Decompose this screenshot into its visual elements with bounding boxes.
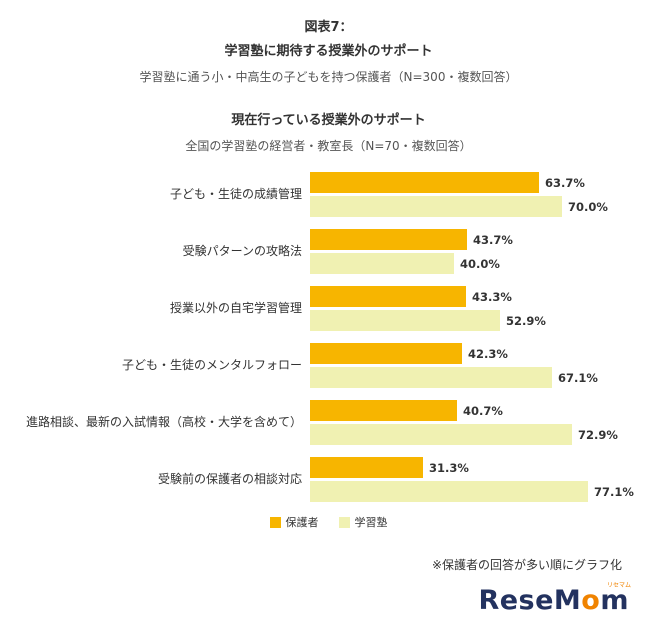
bar-line: 63.7% bbox=[310, 172, 657, 193]
bar-value-label: 77.1% bbox=[594, 484, 634, 499]
bar-line: 42.3% bbox=[310, 343, 657, 364]
bar-group: 43.3% 52.9% bbox=[310, 286, 657, 331]
chart-legend: 保護者 学習塾 bbox=[0, 514, 657, 530]
figure-subtitle: 学習塾に通う小・中高生の子どもを持つ保護者（N=300・複数回答） bbox=[139, 70, 518, 84]
bar-value-label: 63.7% bbox=[545, 175, 585, 190]
logo-text-resem: ReseM bbox=[478, 585, 582, 616]
chart-row: 進路相談、最新の入試情報（高校・大学を含めて） 40.7% 72.9% bbox=[0, 400, 657, 445]
bar-line: 31.3% bbox=[310, 457, 657, 478]
chart-row: 子ども・生徒の成績管理 63.7% 70.0% bbox=[0, 172, 657, 217]
legend-item: 保護者 bbox=[269, 514, 319, 530]
bar-value-label: 70.0% bbox=[568, 199, 608, 214]
category-label: 受験パターンの攻略法 bbox=[182, 244, 302, 258]
bar-value-label: 40.0% bbox=[460, 256, 500, 271]
bar-line: 70.0% bbox=[310, 196, 657, 217]
bar-line: 40.0% bbox=[310, 253, 657, 274]
bar-line: 72.9% bbox=[310, 424, 657, 445]
bar-series-1 bbox=[310, 229, 467, 250]
bar-series-1 bbox=[310, 172, 539, 193]
bar-group: 43.7% 40.0% bbox=[310, 229, 657, 274]
bar-value-label: 43.3% bbox=[472, 289, 512, 304]
legend-label: 学習塾 bbox=[354, 516, 388, 529]
bar-series-2 bbox=[310, 367, 552, 388]
legend-label: 保護者 bbox=[285, 516, 319, 529]
bar-value-label: 42.3% bbox=[468, 346, 508, 361]
chart-row: 受験前の保護者の相談対応 31.3% 77.1% bbox=[0, 457, 657, 502]
category-label: 子ども・生徒の成績管理 bbox=[169, 187, 302, 201]
legend-swatch-icon bbox=[338, 516, 350, 528]
bar-series-2 bbox=[310, 196, 562, 217]
chart-row: 受験パターンの攻略法 43.7% 40.0% bbox=[0, 229, 657, 274]
logo-ruby-text: リセマム bbox=[606, 582, 631, 589]
bar-value-label: 43.7% bbox=[473, 232, 513, 247]
bar-value-label: 52.9% bbox=[506, 313, 546, 328]
bar-group: 31.3% 77.1% bbox=[310, 457, 657, 502]
bar-series-1 bbox=[310, 286, 466, 307]
section-title: 現在行っている授業外のサポート bbox=[231, 113, 426, 128]
bar-series-1 bbox=[310, 457, 423, 478]
bar-value-label: 72.9% bbox=[578, 427, 618, 442]
bar-line: 52.9% bbox=[310, 310, 657, 331]
bar-group: 40.7% 72.9% bbox=[310, 400, 657, 445]
figure-label: 図表7： bbox=[304, 20, 353, 35]
bar-line: 43.7% bbox=[310, 229, 657, 250]
figure-title: 学習塾に期待する授業外のサポート bbox=[224, 44, 433, 59]
section-subtitle: 全国の学習塾の経営者・教室長（N=70・複数回答） bbox=[185, 139, 472, 153]
bar-series-2 bbox=[310, 253, 454, 274]
bar-group: 42.3% 67.1% bbox=[310, 343, 657, 388]
bar-chart: 子ども・生徒の成績管理 63.7% 70.0% 受験パターンの攻略法 43.7% 40.0… bbox=[0, 172, 657, 502]
bar-series-2 bbox=[310, 310, 500, 331]
chart-row: 子ども・生徒のメンタルフォロー 42.3% 67.1% bbox=[0, 343, 657, 388]
category-label: 子ども・生徒のメンタルフォロー bbox=[121, 358, 302, 372]
bar-value-label: 31.3% bbox=[429, 460, 469, 475]
legend-swatch-icon bbox=[269, 516, 281, 528]
resemom-logo: ReseMom リセマム bbox=[478, 583, 631, 616]
logo-text-m: m bbox=[600, 585, 629, 616]
logo-letter-o: o bbox=[581, 585, 601, 616]
category-label: 進路相談、最新の入試情報（高校・大学を含めて） bbox=[25, 415, 302, 429]
bar-value-label: 40.7% bbox=[463, 403, 503, 418]
figure-header: 図表7： 学習塾に期待する授業外のサポート 学習塾に通う小・中高生の子どもを持つ… bbox=[0, 16, 657, 154]
legend-item: 学習塾 bbox=[338, 514, 388, 530]
chart-footnote: ※保護者の回答が多い順にグラフ化 bbox=[431, 558, 622, 572]
bar-series-2 bbox=[310, 424, 572, 445]
chart-row: 授業以外の自宅学習管理 43.3% 52.9% bbox=[0, 286, 657, 331]
category-label: 授業以外の自宅学習管理 bbox=[169, 301, 302, 315]
category-label: 受験前の保護者の相談対応 bbox=[157, 472, 302, 486]
bar-series-2 bbox=[310, 481, 588, 502]
bar-series-1 bbox=[310, 343, 462, 364]
bar-line: 67.1% bbox=[310, 367, 657, 388]
bar-line: 43.3% bbox=[310, 286, 657, 307]
bar-line: 40.7% bbox=[310, 400, 657, 421]
bar-value-label: 67.1% bbox=[558, 370, 598, 385]
bar-series-1 bbox=[310, 400, 457, 421]
bar-line: 77.1% bbox=[310, 481, 657, 502]
bar-group: 63.7% 70.0% bbox=[310, 172, 657, 217]
